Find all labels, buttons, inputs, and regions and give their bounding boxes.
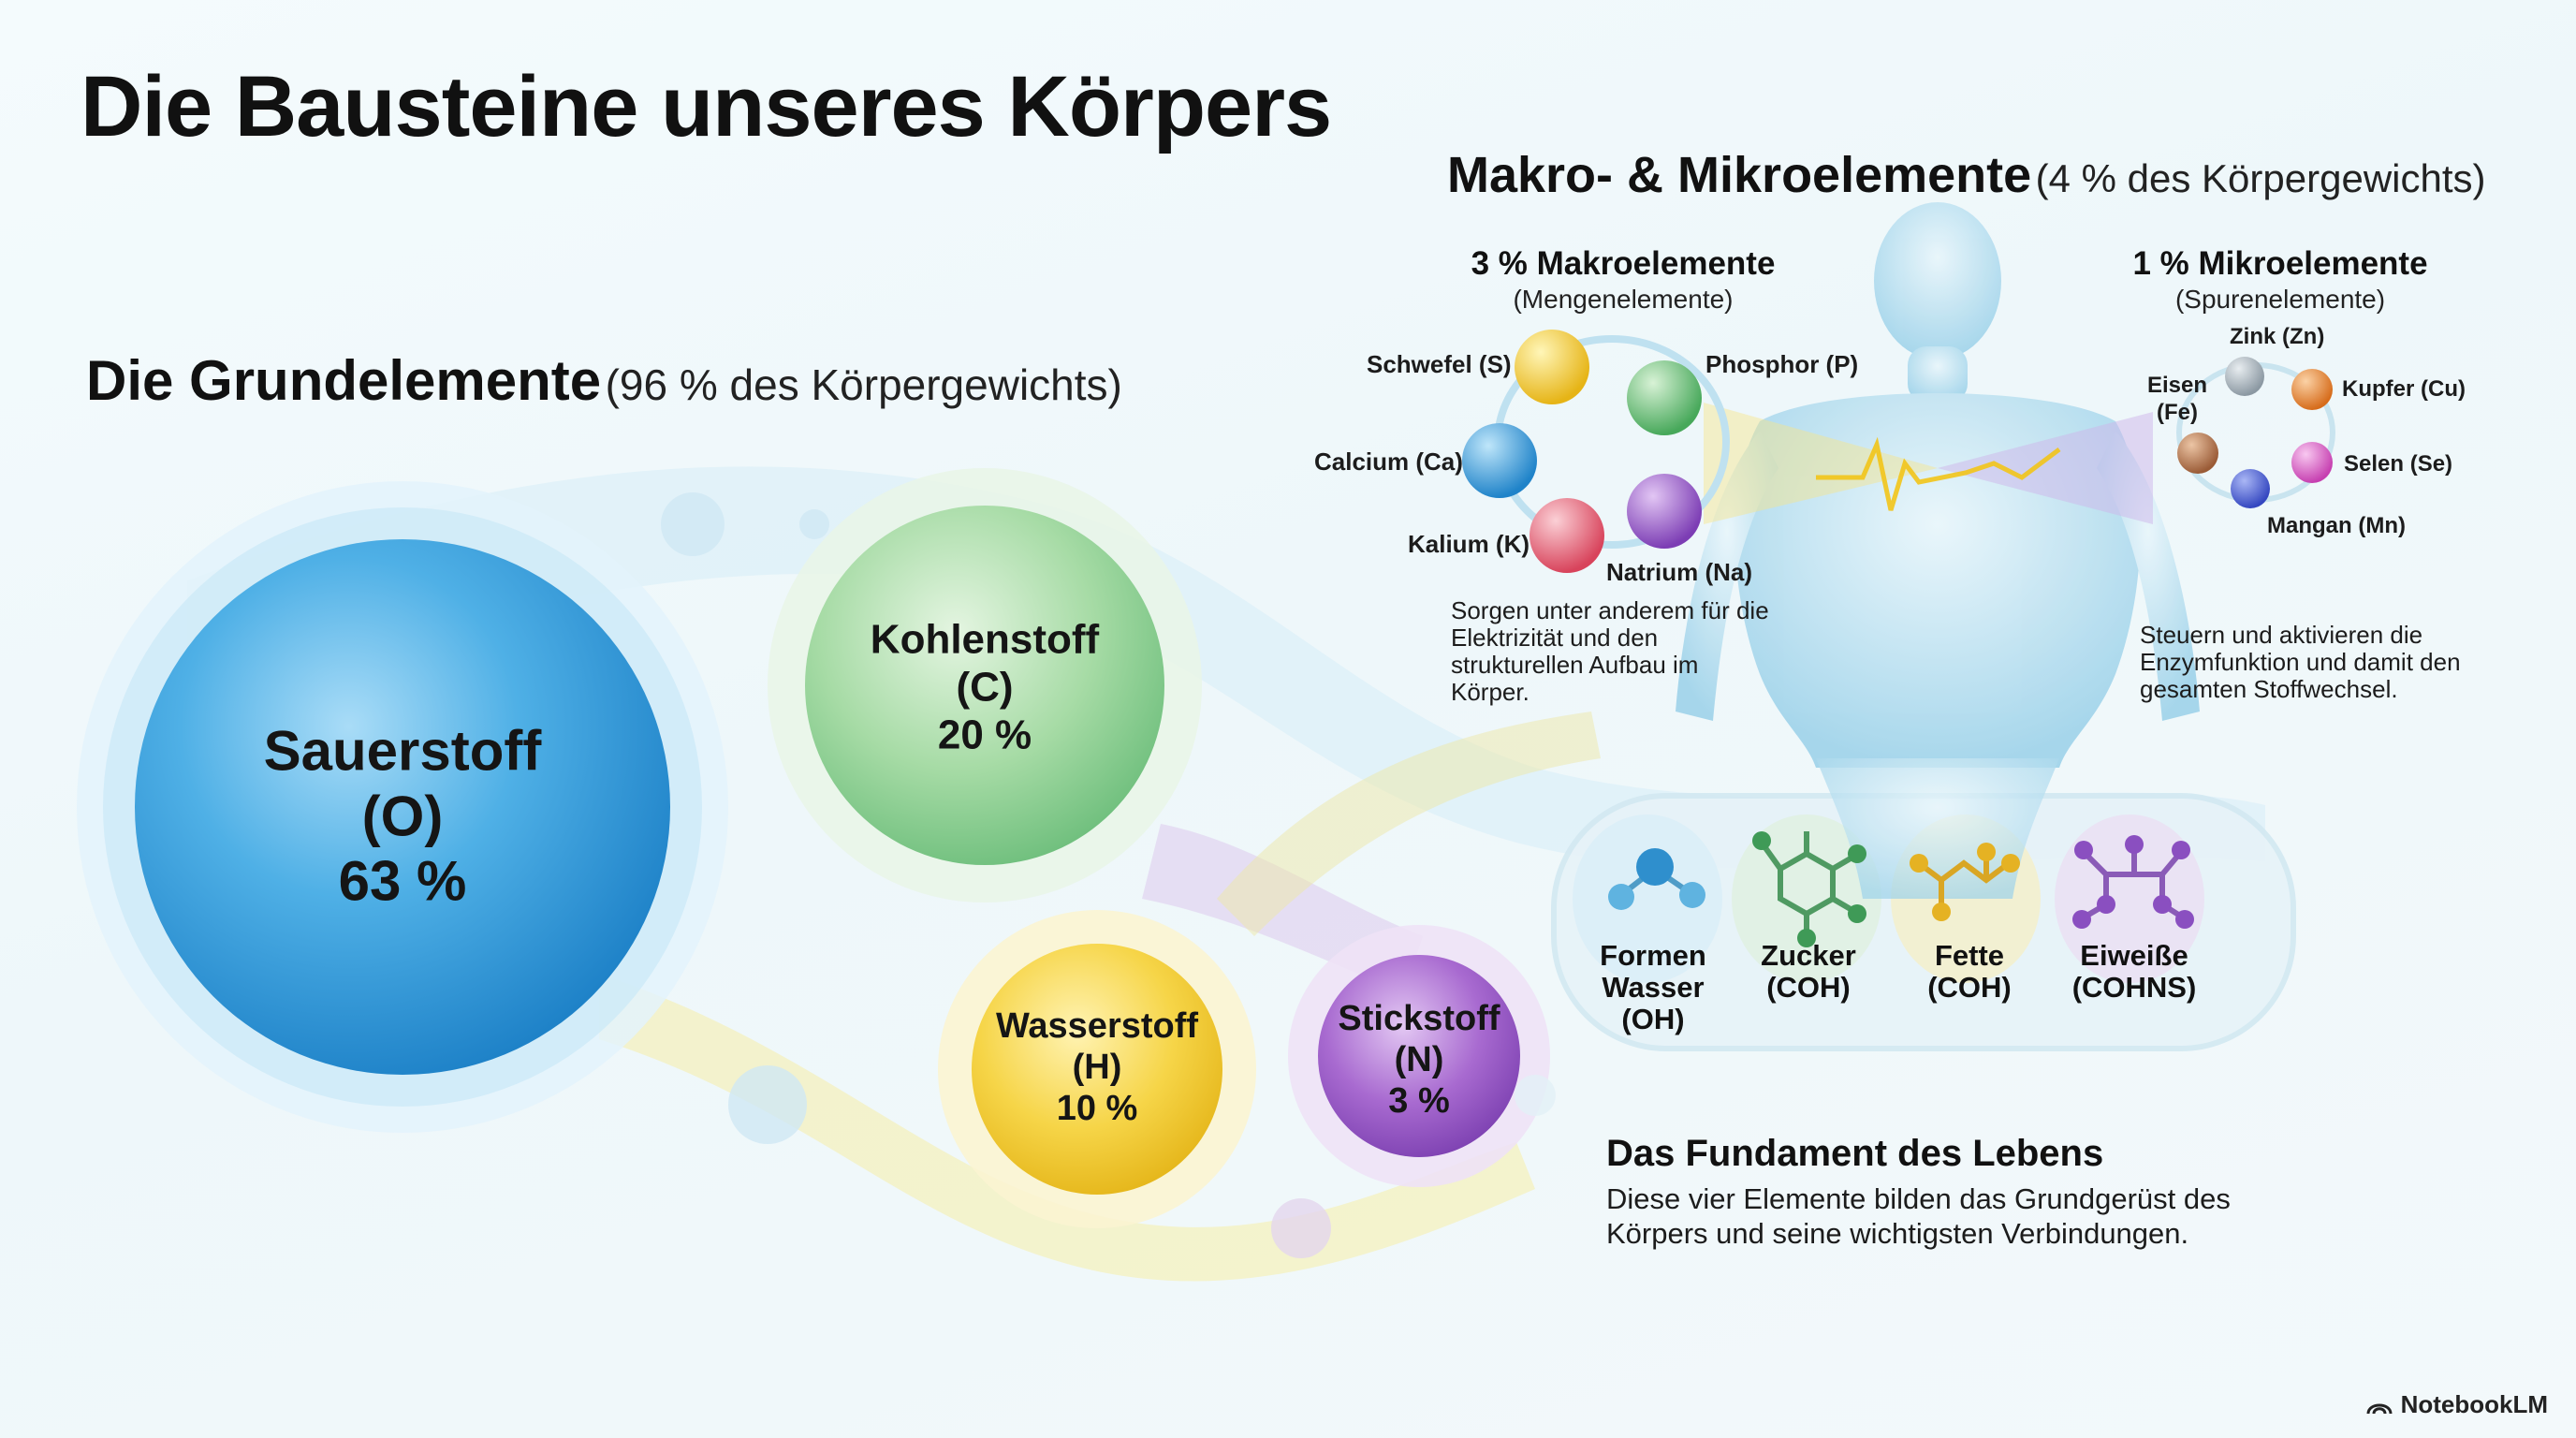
compound-wasser: Formen Wasser (OH) — [1600, 939, 1706, 1036]
mikroelemente-description: Steuern und aktivieren die Enzymfunktion… — [2140, 621, 2461, 704]
label-eisen-symbol: (Fe) — [2157, 399, 2199, 425]
compound-zucker-line2: (COH) — [1766, 971, 1851, 1005]
element-symbol: (C) — [956, 664, 1014, 711]
label-eisen: Eisen (Fe) — [2147, 373, 2207, 427]
element-name: Stickstoff — [1338, 998, 1500, 1038]
mangan-atom — [2231, 469, 2270, 508]
notebooklm-logo-icon — [2366, 1403, 2393, 1414]
makroelemente-description: Sorgen unter anderem für die Elektrizitä… — [1451, 596, 1769, 707]
brand-badge: NotebookLM — [2365, 1390, 2548, 1419]
compound-zucker-line1: Zucker — [1761, 939, 1856, 972]
compound-fette: Fette (COH) — [1927, 939, 2012, 1005]
grundelemente-heading-subtitle: (96 % des Körpergewichts) — [605, 360, 1122, 409]
page-title: Die Bausteine unseres Körpers — [80, 59, 1332, 154]
element-percent: 10 % — [1056, 1089, 1138, 1129]
label-phosphor: Phosphor (P) — [1705, 350, 1859, 378]
element-name: Kohlenstoff — [870, 616, 1100, 663]
label-zink: Zink (Zn) — [2230, 324, 2325, 349]
compound-wasser-line2: Wasser — [1602, 971, 1705, 1005]
makro-mikro-heading-title: Makro- & Mikroelemente — [1447, 147, 2032, 203]
wasserstoff-bubble: Wasserstoff (H) 10 % — [996, 1005, 1198, 1129]
compound-zucker: Zucker (COH) — [1761, 939, 1856, 1005]
water-molecule-icon — [1608, 848, 1705, 910]
schwefel-atom — [1515, 330, 1589, 404]
brand-label: NotebookLM — [2400, 1390, 2548, 1418]
element-percent: 63 % — [338, 849, 467, 913]
grundelemente-heading: Die Grundelemente (96 % des Körpergewich… — [86, 348, 1122, 413]
label-kalium: Kalium (K) — [1408, 530, 1530, 558]
calcium-atom — [1462, 423, 1537, 498]
natrium-atom — [1627, 474, 1702, 549]
fundament-text: Diese vier Elemente bilden das Grundgerü… — [1606, 1182, 2231, 1251]
makroelemente-title-text: 3 % Makroelemente — [1471, 245, 1776, 282]
compound-eiweisse-line1: Eiweiße — [2080, 939, 2188, 972]
makro-mikro-heading-subtitle: (4 % des Körpergewichts) — [2035, 156, 2486, 200]
element-percent: 20 % — [937, 712, 1032, 758]
grundelemente-heading-title: Die Grundelemente — [86, 349, 602, 412]
zink-atom — [2225, 357, 2264, 396]
kalium-atom — [1530, 498, 1604, 573]
sauerstoff-bubble: Sauerstoff (O) 63 % — [264, 719, 542, 915]
stickstoff-bubble: Stickstoff (N) 3 % — [1338, 998, 1500, 1122]
kohlenstoff-bubble: Kohlenstoff (C) 20 % — [871, 615, 1099, 758]
element-name: Wasserstoff — [995, 1005, 1199, 1046]
compound-fette-line1: Fette — [1934, 939, 2005, 972]
element-symbol: (H) — [1072, 1047, 1122, 1087]
label-mangan: Mangan (Mn) — [2267, 513, 2406, 538]
compound-eiweisse-line2: (COHNS) — [2071, 971, 2197, 1005]
phosphor-atom — [1627, 360, 1702, 435]
element-symbol: (O) — [361, 785, 444, 848]
label-natrium: Natrium (Na) — [1606, 558, 1753, 586]
makroelemente-title: 3 % Makroelemente (Mengenelemente) — [1471, 245, 1776, 315]
compound-fette-line2: (COH) — [1927, 971, 2012, 1005]
label-eisen-name: Eisen — [2147, 373, 2208, 398]
element-name: Sauerstoff — [263, 719, 542, 783]
element-percent: 3 % — [1388, 1081, 1450, 1122]
selen-atom — [2291, 442, 2333, 483]
label-schwefel: Schwefel (S) — [1367, 350, 1512, 378]
mikroelemente-title-text: 1 % Mikroelemente — [2132, 245, 2428, 282]
makro-mikro-heading: Makro- & Mikroelemente (4 % des Körperge… — [1447, 146, 2486, 204]
mikroelemente-title: 1 % Mikroelemente (Spurenelemente) — [2132, 245, 2427, 315]
compound-wasser-line1: Formen — [1600, 939, 1706, 972]
label-selen: Selen (Se) — [2344, 451, 2453, 477]
label-kupfer: Kupfer (Cu) — [2342, 376, 2466, 402]
makroelemente-subtitle: (Mengenelemente) — [1513, 285, 1734, 314]
element-symbol: (N) — [1394, 1039, 1444, 1079]
compound-wasser-line3: (OH) — [1621, 1003, 1685, 1036]
kupfer-atom — [2291, 369, 2333, 410]
fundament-title: Das Fundament des Lebens — [1606, 1133, 2104, 1174]
mikroelemente-subtitle: (Spurenelemente) — [2174, 285, 2386, 314]
eisen-atom — [2177, 433, 2218, 474]
compound-eiweisse: Eiweiße (COHNS) — [2071, 939, 2197, 1005]
label-calcium: Calcium (Ca) — [1314, 448, 1463, 476]
